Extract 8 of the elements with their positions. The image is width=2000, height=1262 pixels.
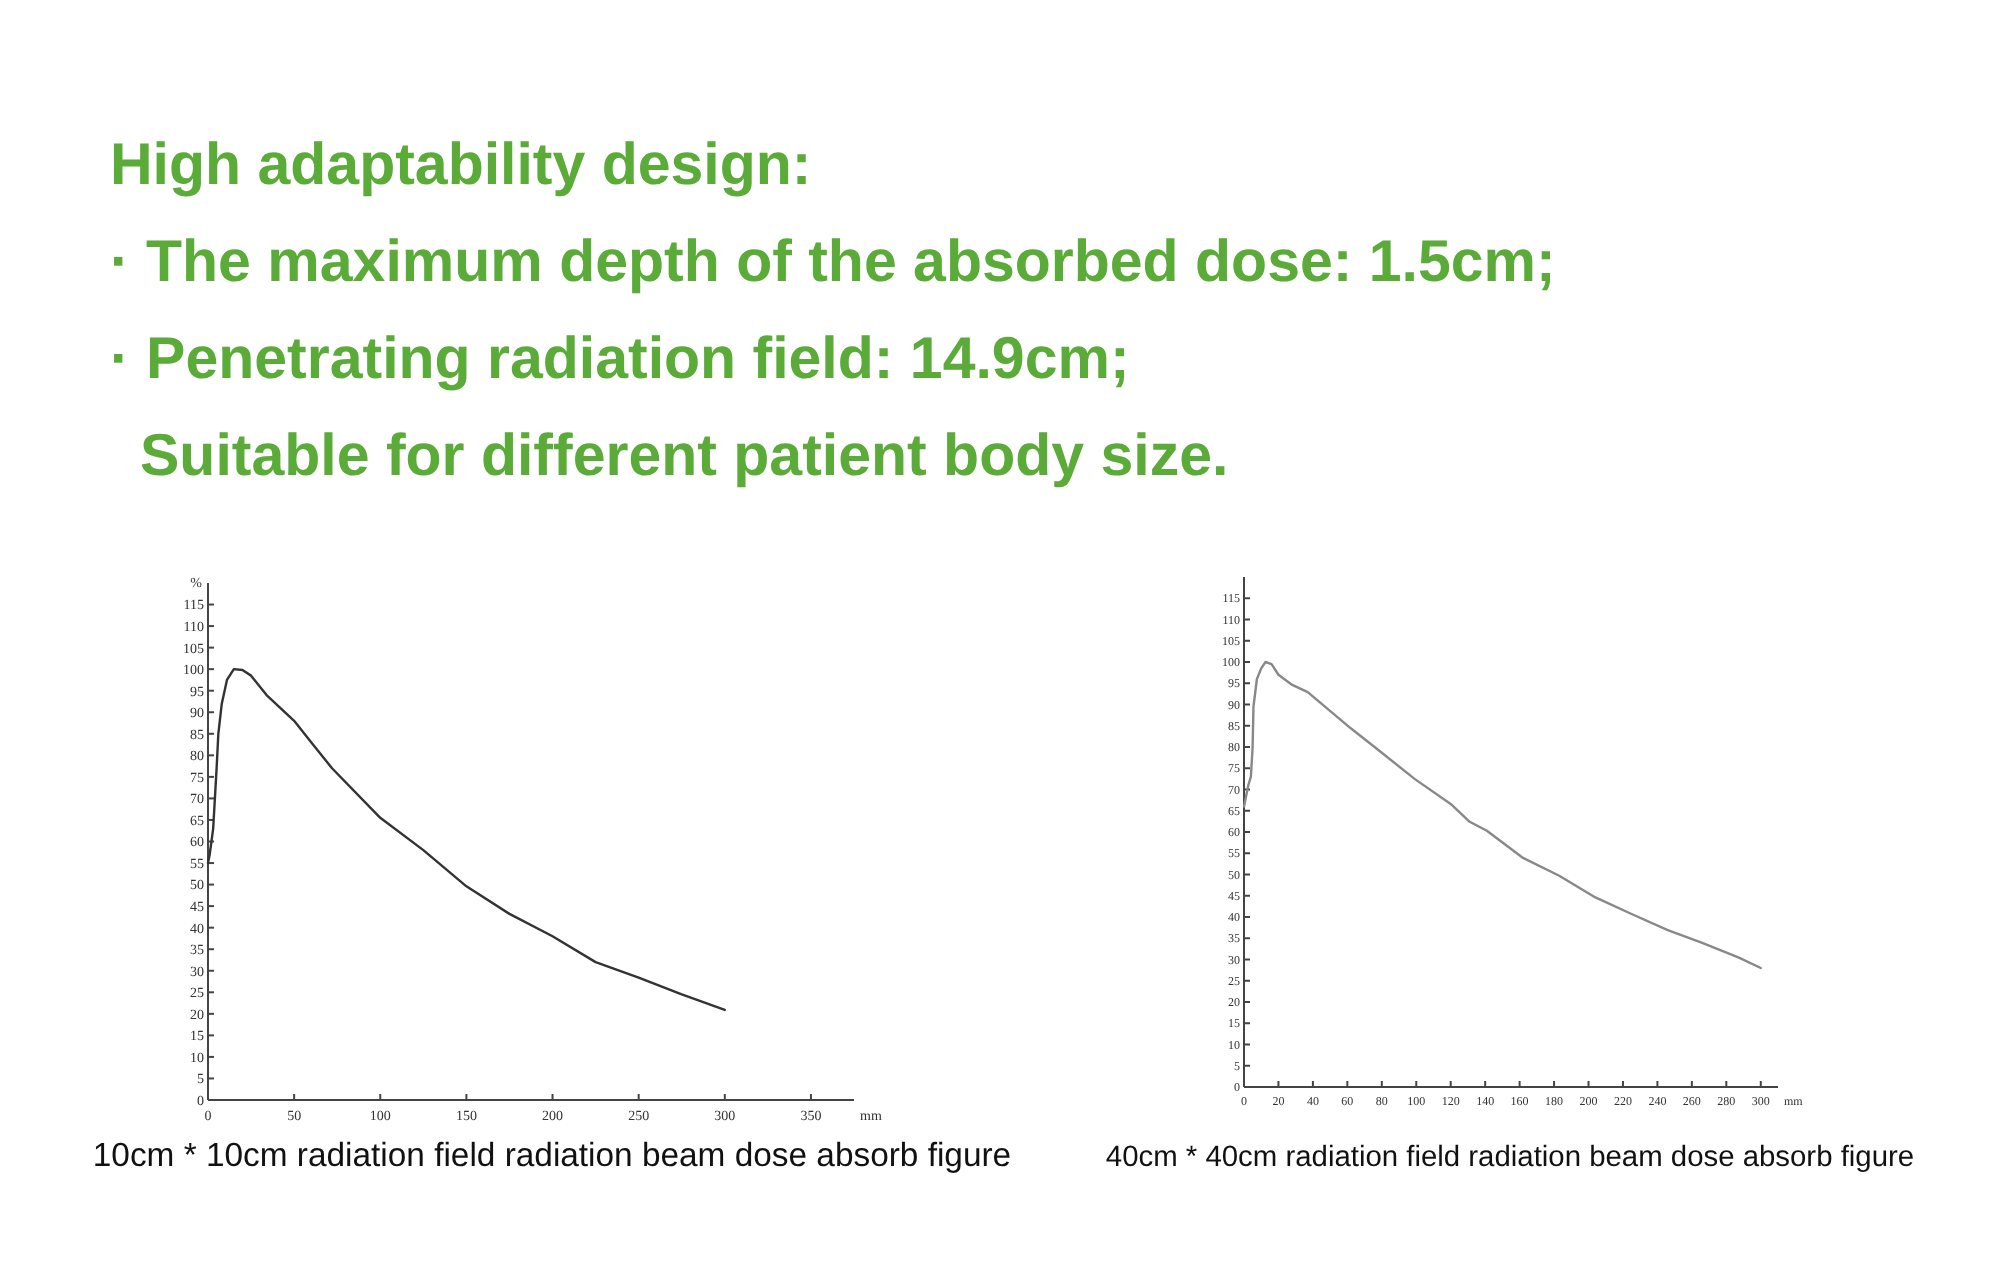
text: 40cm * 40cm radiation field radiation beam dose absorb figure bbox=[1105, 1142, 1915, 1174]
text: Suitable for different patient body size. bbox=[140, 423, 1229, 489]
line-series bbox=[206, 667, 726, 1012]
text: · The maximum depth of the absorbed dose: 1.5cm; bbox=[110, 229, 1556, 295]
text: 10cm * 10cm radiation field radiation beam dose absorb figure bbox=[92, 1136, 1012, 1174]
line-series bbox=[1242, 660, 1762, 970]
text: High adaptability design: bbox=[110, 132, 812, 198]
text: · Penetrating radiation field: 14.9cm; bbox=[110, 326, 1130, 392]
